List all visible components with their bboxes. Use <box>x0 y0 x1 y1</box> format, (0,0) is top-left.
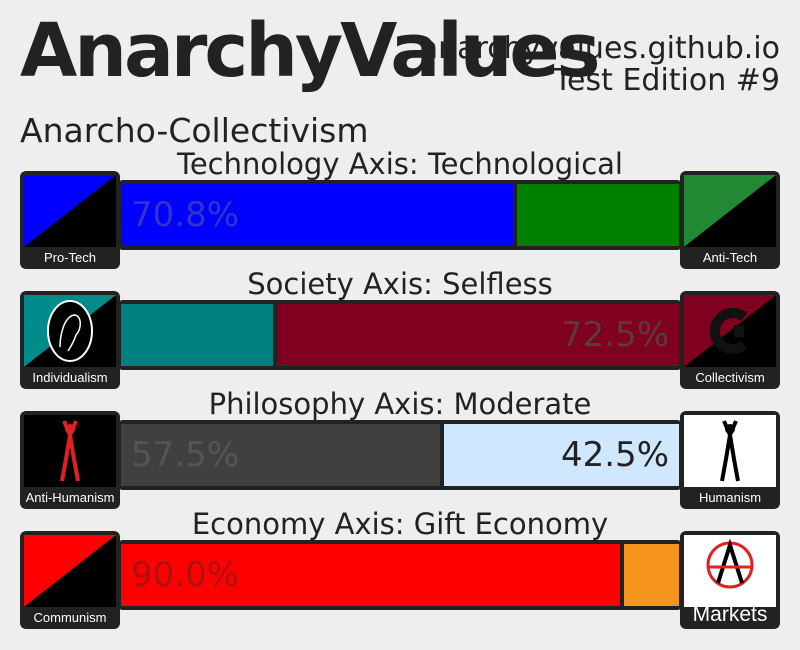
anti-humanism-percent: 57.5% <box>131 435 240 475</box>
collectivism-percent: 72.5% <box>560 315 669 355</box>
site-url[interactable]: anarchyvalues.github.io <box>419 31 780 66</box>
society-axis-bar: 72.5% <box>117 300 683 370</box>
collectivism-icon <box>684 295 776 367</box>
communism-percent: 90.0% <box>131 555 240 595</box>
philosophy-axis-title: Philosophy Axis: Moderate <box>208 387 592 421</box>
individualism-label: Individualism <box>32 370 108 385</box>
economy-axis-title: Economy Axis: Gift Economy <box>191 507 609 541</box>
communism-label: Communism <box>33 610 107 625</box>
markets-fill <box>624 544 679 606</box>
pro-tech-label: Pro-Tech <box>43 250 97 265</box>
pro-tech-fill: 70.8% <box>121 184 513 246</box>
society-axis-title: Society Axis: Selfless <box>247 267 553 301</box>
collectivism-fill: 72.5% <box>277 304 679 366</box>
anti-tech-label: Anti-Tech <box>702 250 758 265</box>
humanism-percent: 42.5% <box>560 435 669 475</box>
humanism-label: Humanism <box>698 490 762 505</box>
communism-badge: Communism <box>20 531 120 629</box>
economy-axis-bar: 90.0% <box>117 540 683 610</box>
anti-humanism-icon <box>24 415 116 487</box>
philosophy-axis-bar: 57.5% 42.5% <box>117 420 683 490</box>
markets-label: Markets <box>692 603 768 626</box>
markets-badge: Markets <box>680 531 780 629</box>
anti-humanism-fill: 57.5% <box>121 424 440 486</box>
pro-tech-badge: Pro-Tech <box>20 171 120 269</box>
individualism-fill <box>121 304 273 366</box>
communism-icon <box>24 535 116 607</box>
communism-fill: 90.0% <box>121 544 620 606</box>
brand-title: AnarchyValues <box>20 8 601 94</box>
anti-tech-icon <box>684 175 776 247</box>
individualism-badge: Individualism <box>20 291 120 389</box>
technology-axis-bar: 70.8% <box>117 180 683 250</box>
pro-tech-icon <box>24 175 116 247</box>
humanism-fill: 42.5% <box>444 424 679 486</box>
markets-icon <box>684 535 776 607</box>
anti-tech-fill <box>517 184 679 246</box>
pro-tech-percent: 70.8% <box>131 195 240 235</box>
anti-tech-badge: Anti-Tech <box>680 171 780 269</box>
collectivism-label: Collectivism <box>695 370 765 385</box>
humanism-icon <box>684 415 776 487</box>
humanism-badge: Humanism <box>680 411 780 509</box>
individualism-icon <box>24 295 116 367</box>
ideology-name: Anarcho-Collectivism <box>20 111 369 150</box>
edition-label: Test Edition #9 <box>553 63 780 98</box>
collectivism-badge: Collectivism <box>680 291 780 389</box>
technology-axis-title: Technology Axis: Technological <box>177 147 623 181</box>
anti-humanism-badge: Anti-Humanism <box>20 411 120 509</box>
anti-humanism-label: Anti-Humanism <box>25 490 115 505</box>
